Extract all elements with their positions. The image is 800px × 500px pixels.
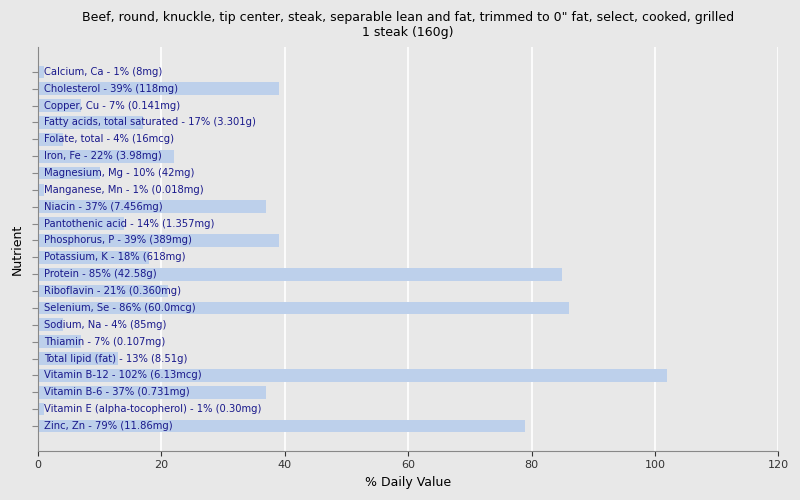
Text: Copper, Cu - 7% (0.141mg): Copper, Cu - 7% (0.141mg) [44,100,180,110]
Text: Phosphorus, P - 39% (389mg): Phosphorus, P - 39% (389mg) [44,236,192,246]
Title: Beef, round, knuckle, tip center, steak, separable lean and fat, trimmed to 0" f: Beef, round, knuckle, tip center, steak,… [82,11,734,39]
Bar [38,100,81,112]
Text: Thiamin - 7% (0.107mg): Thiamin - 7% (0.107mg) [44,336,166,346]
Bar [38,184,44,196]
Text: Fatty acids, total saturated - 17% (3.301g): Fatty acids, total saturated - 17% (3.30… [44,118,256,128]
Text: Calcium, Ca - 1% (8mg): Calcium, Ca - 1% (8mg) [44,67,162,77]
Text: Manganese, Mn - 1% (0.018mg): Manganese, Mn - 1% (0.018mg) [44,185,204,195]
Bar [38,420,526,432]
Bar [38,251,149,264]
Text: Total lipid (fat) - 13% (8.51g): Total lipid (fat) - 13% (8.51g) [44,354,187,364]
Bar [38,166,100,179]
Text: Magnesium, Mg - 10% (42mg): Magnesium, Mg - 10% (42mg) [44,168,194,178]
Bar [38,234,278,247]
Bar [38,386,266,398]
Bar [38,284,167,298]
Bar [38,218,124,230]
Bar [38,352,118,365]
Bar [38,66,44,78]
Text: Niacin - 37% (7.456mg): Niacin - 37% (7.456mg) [44,202,162,212]
Bar [38,150,174,162]
Bar [38,133,62,145]
Bar [38,200,266,213]
Text: Pantothenic acid - 14% (1.357mg): Pantothenic acid - 14% (1.357mg) [44,218,214,228]
Bar [38,116,143,129]
Text: Protein - 85% (42.58g): Protein - 85% (42.58g) [44,269,157,279]
Bar [38,82,278,95]
Bar [38,318,62,331]
Text: Riboflavin - 21% (0.360mg): Riboflavin - 21% (0.360mg) [44,286,181,296]
Y-axis label: Nutrient: Nutrient [11,224,24,274]
Text: Vitamin E (alpha-tocopherol) - 1% (0.30mg): Vitamin E (alpha-tocopherol) - 1% (0.30m… [44,404,262,414]
Text: Vitamin B-12 - 102% (6.13mcg): Vitamin B-12 - 102% (6.13mcg) [44,370,202,380]
Bar [38,369,667,382]
Text: Cholesterol - 39% (118mg): Cholesterol - 39% (118mg) [44,84,178,94]
Bar [38,302,569,314]
Bar [38,403,44,415]
Text: Vitamin B-6 - 37% (0.731mg): Vitamin B-6 - 37% (0.731mg) [44,387,190,397]
Text: Selenium, Se - 86% (60.0mcg): Selenium, Se - 86% (60.0mcg) [44,303,196,313]
Bar [38,268,562,280]
Text: Iron, Fe - 22% (3.98mg): Iron, Fe - 22% (3.98mg) [44,151,162,161]
X-axis label: % Daily Value: % Daily Value [365,476,451,489]
Bar [38,336,81,348]
Text: Sodium, Na - 4% (85mg): Sodium, Na - 4% (85mg) [44,320,166,330]
Text: Zinc, Zn - 79% (11.86mg): Zinc, Zn - 79% (11.86mg) [44,421,173,431]
Text: Folate, total - 4% (16mcg): Folate, total - 4% (16mcg) [44,134,174,144]
Text: Potassium, K - 18% (618mg): Potassium, K - 18% (618mg) [44,252,186,262]
